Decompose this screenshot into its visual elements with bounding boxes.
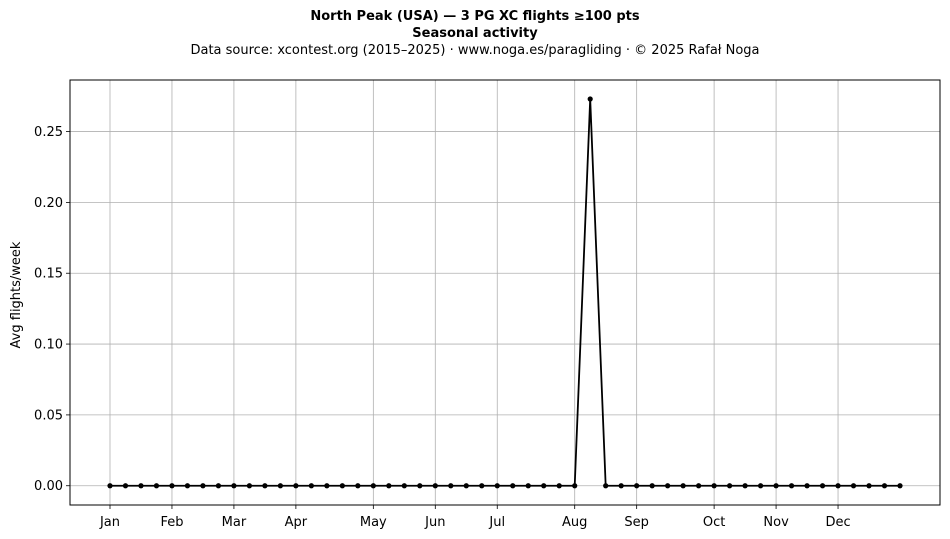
x-axis: Jan Feb Mar Apr May Jun Jul Aug Sep Oct Nov Dec (99, 505, 851, 530)
data-point (603, 483, 609, 489)
x-tick-label: Jul (488, 515, 505, 530)
data-point (138, 483, 144, 489)
data-point (541, 483, 547, 489)
y-tick-label: 0.20 (34, 196, 63, 211)
x-tick-label: Aug (562, 515, 587, 530)
x-tick-label: Sep (624, 515, 649, 530)
x-tick-label: Nov (763, 515, 789, 530)
data-point (200, 483, 206, 489)
data-point (773, 483, 779, 489)
x-tick-label: Apr (285, 515, 308, 530)
data-point (386, 483, 392, 489)
data-point (665, 483, 671, 489)
plot-frame (69, 79, 941, 506)
series-line (110, 98, 900, 487)
data-point (711, 483, 717, 489)
data-point (417, 483, 423, 489)
data-point (246, 483, 253, 489)
data-point (556, 483, 562, 489)
data-point (727, 483, 733, 489)
data-point (835, 483, 841, 489)
data-point (355, 483, 361, 489)
chart-subtitle: Seasonal activity (412, 26, 538, 41)
data-point (122, 483, 129, 489)
data-point (757, 483, 764, 489)
data-point (432, 483, 438, 489)
data-point (324, 483, 330, 489)
x-tick-label: Dec (825, 515, 850, 530)
x-tick-label: Jan (99, 515, 120, 530)
data-point (850, 483, 857, 489)
data-point (510, 483, 516, 489)
data-point (262, 483, 268, 489)
x-tick-label: Jun (424, 515, 445, 530)
data-point (479, 483, 485, 489)
data-point (107, 483, 113, 489)
data-point (742, 483, 748, 489)
chart-titles: North Peak (USA) — 3 PG XC flights ≥100 … (0, 8, 950, 60)
data-point (401, 483, 407, 489)
grid-lines (70, 80, 940, 505)
data-point (618, 483, 624, 489)
data-point (153, 483, 160, 489)
data-point (788, 483, 795, 489)
data-point (680, 483, 686, 489)
chart-source: Data source: xcontest.org (2015–2025) · … (190, 43, 760, 58)
data-point (897, 483, 903, 489)
data-point (494, 483, 500, 489)
data-point (339, 483, 345, 489)
data-point (231, 483, 237, 489)
x-tick-label: Feb (160, 515, 183, 530)
data-point (293, 483, 299, 489)
x-tick-label: Oct (703, 515, 725, 530)
data-point (308, 483, 314, 489)
data-point (184, 483, 191, 489)
y-tick-label: 0.05 (34, 408, 63, 423)
data-point (525, 483, 531, 489)
y-axis: 0.00 0.05 0.10 0.15 0.20 0.25 (34, 125, 70, 494)
data-point (804, 483, 810, 489)
y-axis-label: Avg flights/week (9, 241, 24, 348)
data-point (634, 483, 640, 489)
data-point (169, 483, 175, 489)
data-point (463, 483, 469, 489)
data-point (819, 483, 826, 489)
data-point (215, 483, 222, 489)
data-point (866, 483, 872, 489)
data-point (881, 483, 888, 489)
chart-title: North Peak (USA) — 3 PG XC flights ≥100 … (310, 9, 640, 24)
series-layer (107, 96, 903, 489)
y-tick-label: 0.25 (34, 125, 63, 140)
data-point (587, 96, 593, 102)
data-point (277, 483, 283, 489)
data-point (370, 483, 376, 489)
y-tick-label: 0.00 (34, 479, 63, 494)
data-point (572, 483, 578, 489)
x-tick-label: May (360, 515, 387, 530)
data-point (448, 483, 454, 489)
data-point (696, 483, 702, 489)
x-tick-label: Mar (222, 515, 247, 530)
data-point (649, 483, 655, 489)
y-tick-label: 0.15 (34, 267, 63, 282)
y-tick-label: 0.10 (34, 338, 63, 353)
